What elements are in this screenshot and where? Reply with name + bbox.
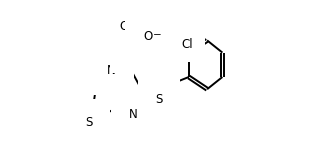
Text: S: S <box>85 116 93 129</box>
Text: O: O <box>143 30 152 43</box>
Text: N: N <box>128 42 137 55</box>
Text: N: N <box>107 64 116 77</box>
Text: −: − <box>153 30 161 40</box>
Text: O: O <box>119 20 129 33</box>
Text: +: + <box>136 42 144 51</box>
Text: S: S <box>155 93 163 106</box>
Text: Cl: Cl <box>182 38 193 51</box>
Text: N: N <box>129 108 138 121</box>
